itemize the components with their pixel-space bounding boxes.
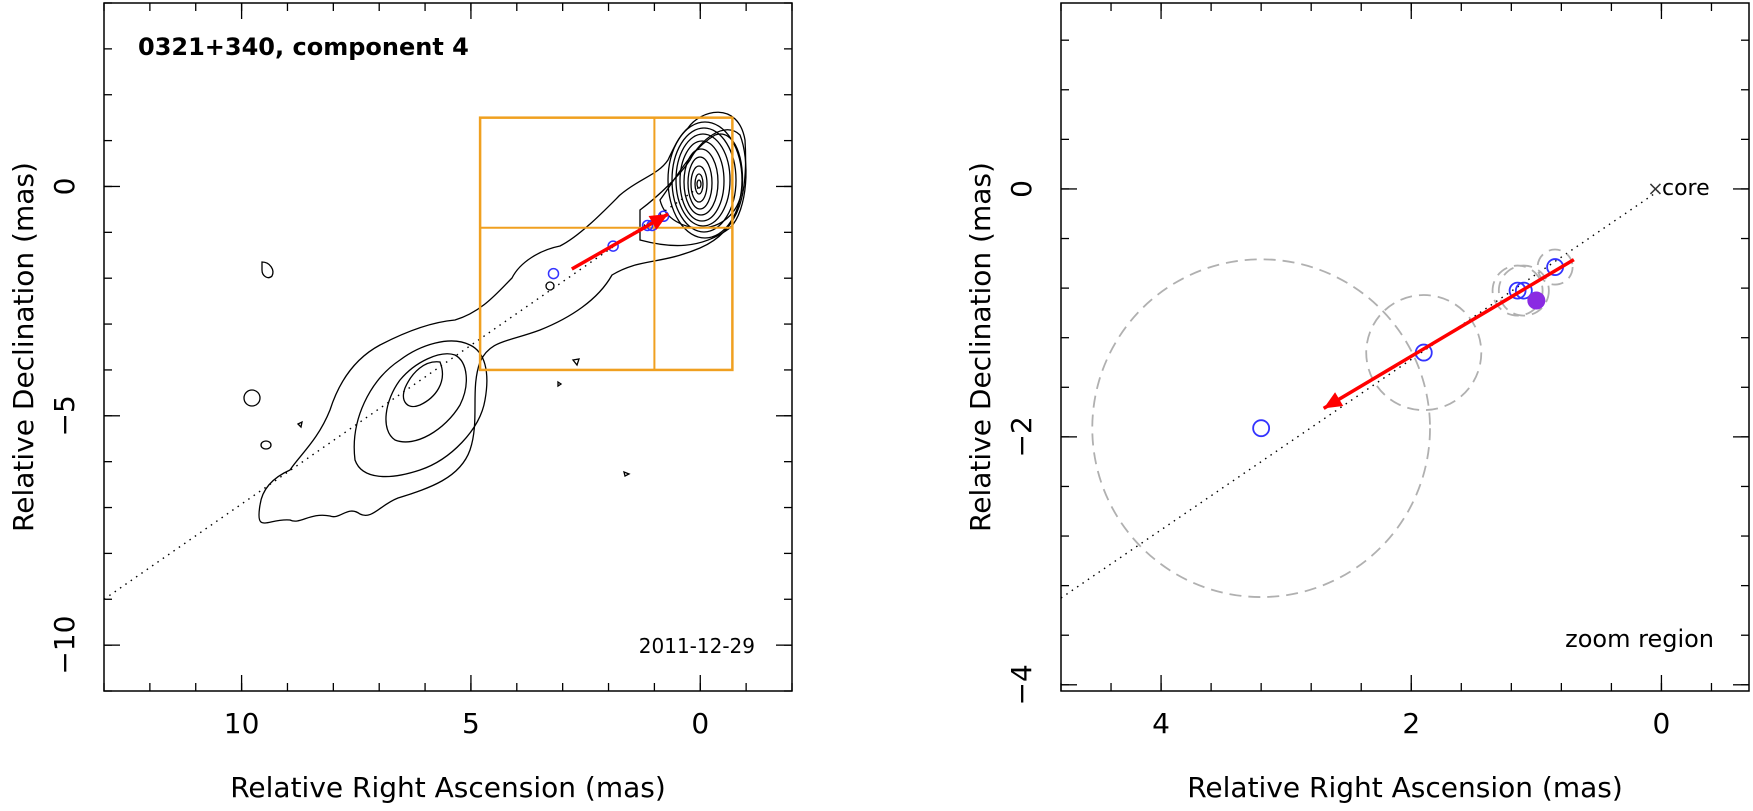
component-marker <box>607 240 619 252</box>
contour-blob-2 <box>243 389 261 407</box>
left-x-tick-label: 5 <box>462 707 480 740</box>
contour-map <box>243 111 747 524</box>
left-panel: 10 5 0 0 −5 −10 0321+340, component 4 2011-12… <box>7 2 793 804</box>
right-x-tick-label: 4 <box>1152 707 1170 740</box>
error-circle <box>1365 294 1483 412</box>
contour-inner-1 <box>639 129 747 247</box>
zoom-region-label: zoom region <box>1565 625 1714 653</box>
core-label: core <box>1662 176 1710 201</box>
component-marker <box>641 219 654 232</box>
contour-core-5 <box>683 148 719 216</box>
right-y-tick-label: 0 <box>1005 180 1038 198</box>
contour-outer <box>258 111 747 524</box>
zoom-region-box <box>478 116 734 372</box>
right-x-axis-label: Relative Right Ascension (mas) <box>1187 771 1623 804</box>
left-y-tick-label: −5 <box>48 395 81 436</box>
contour-blob-7 <box>623 470 631 477</box>
error-circle <box>1536 248 1574 286</box>
left-x-axis-label: Relative Right Ascension (mas) <box>230 771 666 804</box>
core-marker-icon <box>1649 183 1661 195</box>
component-marker <box>1508 281 1527 300</box>
motion-vector <box>1322 258 1575 410</box>
contour-core-3 <box>675 133 731 227</box>
contour-core-6 <box>687 156 713 210</box>
contour-core-2 <box>671 127 737 233</box>
component-marker <box>547 267 560 280</box>
contour-blob-4 <box>296 420 303 429</box>
right-x-tick-label: 0 <box>1653 707 1671 740</box>
motion-vector-head <box>1323 392 1344 409</box>
contour-jet-4 <box>402 361 444 408</box>
contour-blob-1 <box>261 261 274 279</box>
contour-core-8 <box>694 173 704 195</box>
motion-vector-head <box>648 213 669 230</box>
left-x-tick-label: 10 <box>224 707 260 740</box>
left-x-tick-label: 0 <box>691 707 709 740</box>
contour-blob-8 <box>545 281 555 291</box>
right-panel: 4 2 0 0 −2 −4 zoom region core Relative Right… <box>964 2 1750 804</box>
contour-jet-3 <box>385 353 467 443</box>
contour-core-7 <box>690 165 708 203</box>
component-marker <box>1514 281 1533 300</box>
contour-blob-5 <box>571 358 580 367</box>
left-panel-title: 0321+340, component 4 <box>138 33 469 61</box>
error-circle <box>1091 258 1431 598</box>
right-plot-frame <box>1060 2 1750 692</box>
right-y-axis-label: Relative Declination (mas) <box>964 162 997 532</box>
left-y-tick-label: −10 <box>48 616 81 675</box>
highlighted-component-marker <box>1527 291 1546 310</box>
epoch-date-label: 2011-12-29 <box>639 634 755 658</box>
contour-core-1 <box>667 121 743 239</box>
contour-core-9 <box>696 179 702 189</box>
error-circle <box>1497 264 1550 317</box>
component-marker <box>1252 419 1271 438</box>
contour-blob-6 <box>557 380 563 388</box>
right-y-tick-label: −2 <box>1005 416 1038 457</box>
contour-blob-3 <box>260 440 272 450</box>
left-plot-frame <box>103 2 793 692</box>
contour-core-4 <box>679 140 725 222</box>
right-y-tick-label: −4 <box>1005 664 1038 705</box>
left-y-tick-label: 0 <box>48 178 81 196</box>
motion-vector <box>570 212 670 271</box>
contour-jet-2 <box>353 340 488 478</box>
left-y-axis-label: Relative Declination (mas) <box>7 162 40 532</box>
right-x-tick-label: 2 <box>1402 707 1420 740</box>
jet-axis-line <box>1061 188 1662 599</box>
